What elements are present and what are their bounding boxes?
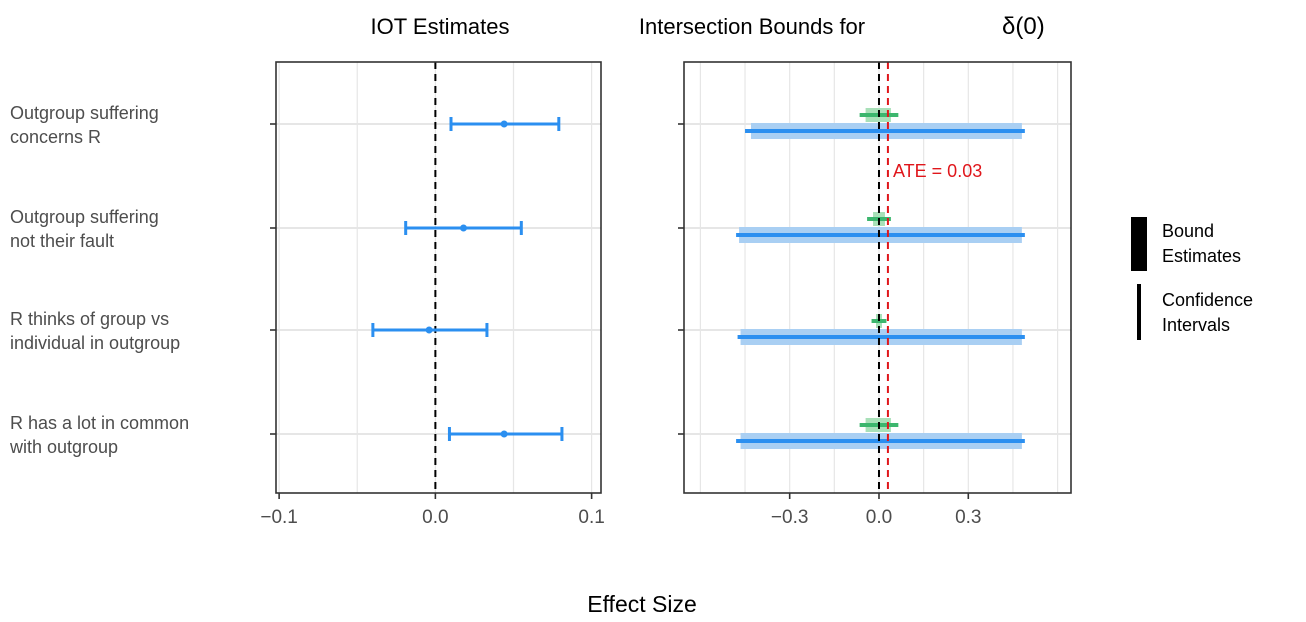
panel2-marks [736, 62, 1025, 493]
panel2-yticks [678, 123, 684, 435]
panel2-title-symbol: δ(0) [1002, 13, 1045, 40]
iot-point-estimate [500, 430, 508, 438]
panel2-xtick-label: −0.3 [771, 507, 809, 528]
category-label-line1: Outgroup suffering [10, 103, 159, 123]
panel1-category-labels: Outgroup suffering concerns R Outgroup suf… [9, 103, 189, 457]
category-label-line2: not their fault [10, 231, 114, 251]
panel2-title: Intersection Bounds for [639, 14, 865, 39]
panel2-xticks: −0.3 0.0 0.3 [771, 493, 982, 528]
panel1-xticks: −0.1 0.0 0.1 [260, 493, 605, 528]
panel1-title: IOT Estimates [371, 14, 510, 39]
category-label-line1: R thinks of group vs [10, 309, 169, 329]
iot-point-estimate [425, 326, 433, 334]
iot-point-estimate [500, 120, 508, 128]
panel1-gridlines [276, 62, 601, 493]
panel2-xtick-label: 0.0 [866, 507, 892, 528]
category-label-line2: concerns R [10, 127, 101, 147]
legend-label-bound-line1: Bound [1162, 221, 1214, 241]
category-label-line1: Outgroup suffering [10, 207, 159, 227]
category-label-line2: with outgroup [9, 437, 118, 457]
legend-label-bound-line2: Estimates [1162, 246, 1241, 266]
panel1-marks [371, 62, 564, 493]
category-label-line2: individual in outgroup [10, 333, 180, 353]
panel1-yticks [270, 123, 276, 435]
iot-point-estimate [460, 224, 467, 232]
x-axis-label: Effect Size [587, 591, 697, 617]
panel1-xtick-label: 0.1 [578, 507, 604, 528]
category-label-line1: R has a lot in common [10, 413, 189, 433]
panel1-border [275, 61, 602, 494]
panel2-border [683, 61, 1072, 494]
legend: Bound Estimates Confidence Intervals [1131, 217, 1253, 340]
legend-label-ci-line2: Intervals [1162, 315, 1230, 335]
legend-label-ci-line1: Confidence [1162, 290, 1253, 310]
panel1-xtick-label: 0.0 [422, 507, 448, 528]
legend-key-confidence-intervals [1137, 284, 1141, 340]
panel1-xtick-label: −0.1 [260, 507, 298, 528]
panel2-xtick-label: 0.3 [955, 507, 981, 528]
ate-annotation: ATE = 0.03 [893, 161, 982, 181]
legend-key-bound-estimates [1131, 217, 1147, 271]
